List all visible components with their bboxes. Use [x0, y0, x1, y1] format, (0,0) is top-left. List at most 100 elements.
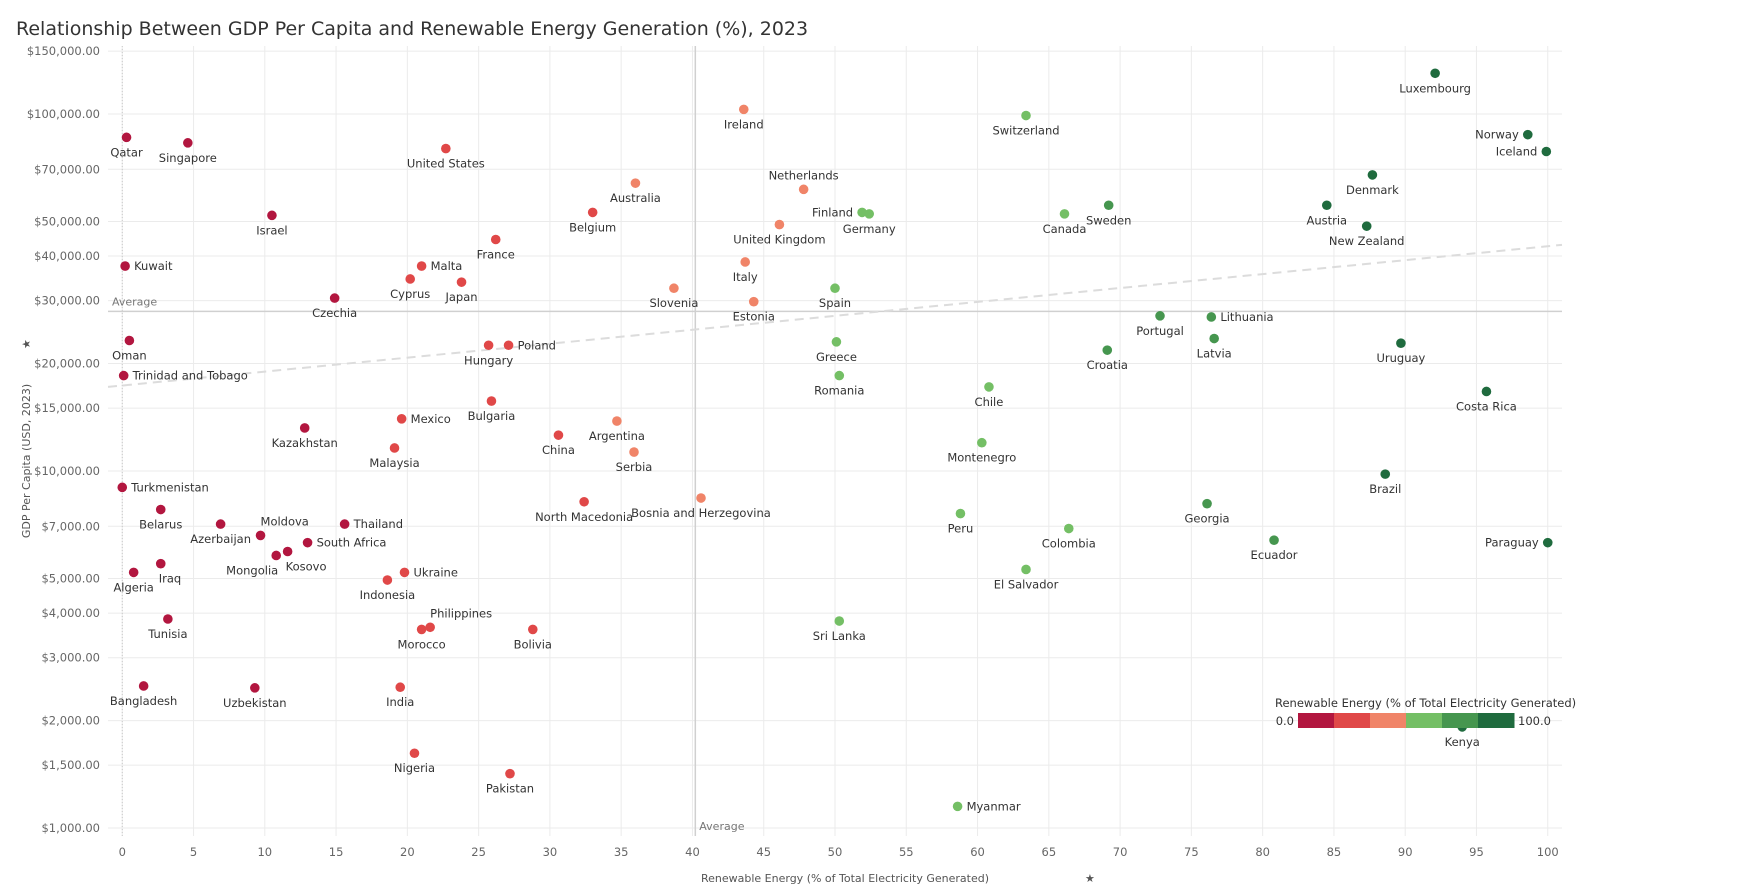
data-point[interactable] [183, 138, 193, 148]
data-point[interactable] [1380, 469, 1391, 479]
y-tick-label: $40,000.00 [34, 249, 100, 263]
data-point[interactable] [395, 682, 406, 693]
data-point[interactable] [396, 414, 407, 424]
data-point[interactable] [138, 681, 149, 691]
data-point[interactable] [629, 447, 639, 457]
data-point[interactable] [121, 132, 132, 143]
data-point[interactable] [441, 143, 451, 154]
data-point[interactable] [612, 416, 622, 426]
data-point[interactable] [857, 207, 867, 218]
data-point[interactable] [831, 337, 842, 347]
data-label: Philippines [430, 606, 492, 620]
data-point[interactable] [1321, 200, 1332, 211]
data-point[interactable] [389, 443, 400, 453]
data-point[interactable] [798, 184, 809, 195]
data-point[interactable] [1481, 386, 1492, 397]
y-tick-label: $100,000.00 [27, 107, 100, 121]
data-point[interactable] [425, 622, 435, 633]
data-point[interactable] [124, 335, 135, 346]
data-label: Uzbekistan [223, 696, 287, 710]
data-point[interactable] [490, 234, 501, 245]
data-point[interactable] [128, 567, 139, 578]
data-point[interactable] [834, 616, 845, 626]
data-point[interactable] [1102, 345, 1113, 355]
data-point[interactable] [409, 748, 420, 759]
data-label: Austria [1306, 213, 1347, 227]
x-tick-label: 90 [1398, 845, 1413, 859]
data-point[interactable] [1269, 535, 1279, 546]
data-point[interactable] [117, 482, 128, 493]
data-label: Azerbaijan [190, 532, 251, 546]
data-point[interactable] [1367, 170, 1378, 180]
data-point[interactable] [271, 550, 282, 561]
data-point[interactable] [834, 370, 845, 381]
data-point[interactable] [163, 614, 173, 624]
data-point[interactable] [1202, 498, 1212, 509]
data-point[interactable] [774, 219, 785, 230]
data-point[interactable] [416, 261, 427, 271]
data-point[interactable] [405, 274, 416, 284]
data-point[interactable] [503, 340, 514, 351]
data-point[interactable] [416, 624, 427, 635]
data-point[interactable] [1430, 68, 1440, 79]
y-tick-label: $10,000.00 [34, 464, 100, 478]
data-point[interactable] [553, 430, 564, 440]
data-label: Myanmar [967, 799, 1021, 813]
legend-title: Renewable Energy (% of Total Electricity… [1275, 696, 1576, 710]
data-point[interactable] [1209, 333, 1219, 344]
data-point[interactable] [952, 801, 963, 812]
data-label: United States [407, 157, 485, 171]
data-point[interactable] [748, 296, 759, 307]
data-point[interactable] [382, 575, 393, 585]
data-point[interactable] [587, 207, 598, 218]
data-point[interactable] [1522, 129, 1533, 140]
data-point[interactable] [486, 396, 497, 406]
data-point[interactable] [527, 624, 538, 635]
data-point[interactable] [955, 508, 966, 519]
data-point[interactable] [120, 261, 130, 271]
data-point[interactable] [696, 493, 706, 503]
data-point[interactable] [155, 558, 166, 569]
data-point[interactable] [267, 210, 277, 221]
data-point[interactable] [155, 504, 166, 515]
data-point[interactable] [1361, 221, 1372, 231]
data-point[interactable] [830, 283, 840, 294]
data-point[interactable] [299, 423, 310, 433]
data-point[interactable] [456, 277, 467, 287]
data-label: Malta [431, 259, 463, 273]
data-point[interactable] [339, 519, 350, 529]
data-point[interactable] [1021, 110, 1031, 121]
data-point[interactable] [255, 530, 266, 541]
data-point[interactable] [977, 437, 987, 448]
data-point[interactable] [1541, 146, 1552, 157]
data-point[interactable] [1155, 311, 1165, 321]
data-point[interactable] [864, 209, 875, 219]
data-point[interactable] [505, 768, 515, 779]
data-point[interactable] [738, 104, 749, 115]
data-point[interactable] [1103, 200, 1114, 211]
data-point[interactable] [984, 382, 994, 392]
data-point[interactable] [1206, 312, 1217, 322]
data-point[interactable] [250, 683, 260, 693]
data-point[interactable] [1021, 564, 1031, 575]
data-point[interactable] [282, 546, 293, 557]
data-point[interactable] [669, 283, 679, 294]
data-point[interactable] [329, 293, 340, 303]
data-point[interactable] [740, 257, 750, 267]
data-point[interactable] [118, 370, 129, 381]
data-label: Netherlands [769, 168, 839, 182]
data-point[interactable] [1059, 209, 1070, 219]
data-point[interactable] [302, 537, 313, 548]
data-point[interactable] [579, 496, 589, 507]
data-point[interactable] [1396, 338, 1406, 349]
data-point[interactable] [483, 340, 494, 351]
data-label: Hungary [464, 353, 513, 367]
data-point[interactable] [630, 178, 641, 188]
data-label: Malaysia [369, 456, 419, 470]
data-point[interactable] [215, 519, 226, 529]
y-average-label: Average [112, 295, 157, 308]
data-point[interactable] [1063, 523, 1074, 534]
data-point[interactable] [399, 567, 410, 578]
data-point[interactable] [1542, 537, 1553, 548]
